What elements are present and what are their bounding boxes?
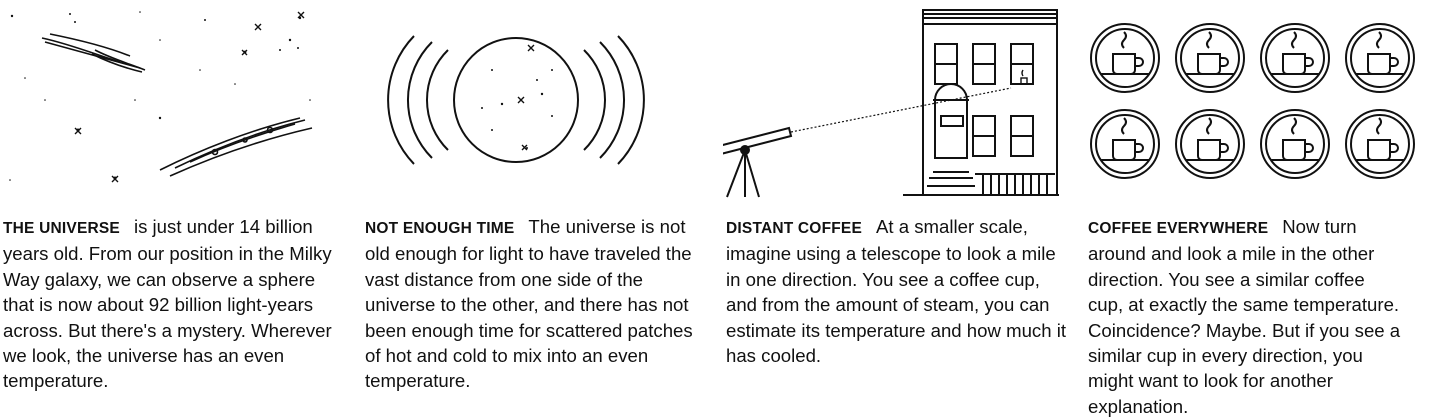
coffee-cup-icon xyxy=(1345,109,1415,179)
caption-heading: COFFEE EVERYWHERE xyxy=(1088,220,1269,237)
radiation-arcs-right xyxy=(583,35,645,165)
panel-distant-coffee: DISTANT COFFEE At a smaller scale, imagin… xyxy=(723,0,1075,420)
caption-body-line: cup, at exactly the same temperature. xyxy=(1088,294,1400,316)
caption-line-1: COFFEE EVERYWHERE Now turn xyxy=(1088,214,1433,241)
coffee-cup-icon xyxy=(1345,23,1415,93)
observable-universe-circle xyxy=(453,37,579,163)
galaxy-lower xyxy=(159,117,313,177)
sphere-cross-stars xyxy=(517,44,535,151)
panel-coffee-everywhere: COFFEE EVERYWHERE Now turn around and loo… xyxy=(1085,0,1442,420)
sphere-stars xyxy=(481,69,553,149)
caption-body-line: explanation. xyxy=(1088,395,1189,417)
panel-caption: NOT ENOUGH TIME The universe is not old e… xyxy=(365,214,707,394)
panel-not-enough-time: NOT ENOUGH TIME The universe is not old e… xyxy=(362,0,714,420)
coffee-cup-icon xyxy=(1090,23,1160,93)
caption-body: The universe is not old enough for light… xyxy=(365,216,693,392)
caption-body-line: might want to look for another xyxy=(1088,370,1333,392)
panel-the-universe: THE UNIVERSE is just under 14 billion yea… xyxy=(0,0,352,420)
caption-heading: THE UNIVERSE xyxy=(3,220,120,237)
windowsill-cup-icon xyxy=(1020,69,1028,85)
galaxies-illustration xyxy=(9,11,313,183)
coffee-grid-illustration xyxy=(1090,23,1415,179)
telescope-building-illustration xyxy=(723,9,1059,198)
coffee-cup-icon xyxy=(1260,109,1330,179)
coffee-cup-icon xyxy=(1260,23,1330,93)
galaxy-upper xyxy=(41,33,146,73)
panel-caption: DISTANT COFFEE At a smaller scale, imagin… xyxy=(726,214,1068,368)
caption-body: is just under 14 billion years old. From… xyxy=(3,216,332,392)
caption-body-line: Coincidence? Maybe. But if you see a xyxy=(1088,319,1401,341)
caption-body-line: direction. You see a similar coffee xyxy=(1088,268,1365,290)
coffee-cup-icon xyxy=(1175,23,1245,93)
caption-body-line: around and look a mile in the other xyxy=(1088,243,1375,265)
panel-caption: COFFEE EVERYWHERE Now turn around and loo… xyxy=(1088,214,1433,419)
cross-stars xyxy=(74,11,305,183)
caption-heading: NOT ENOUGH TIME xyxy=(365,220,515,237)
coffee-cup-icon xyxy=(1090,109,1160,179)
caption-heading: DISTANT COFFEE xyxy=(726,220,862,237)
coffee-cup-icon xyxy=(1175,109,1245,179)
sphere-illustration xyxy=(387,35,645,165)
building-icon xyxy=(903,9,1059,196)
line-of-sight xyxy=(790,87,1012,133)
caption-body-line: Now turn xyxy=(1282,216,1357,237)
stars xyxy=(9,11,311,181)
radiation-arcs-left xyxy=(387,35,449,165)
panel-caption: THE UNIVERSE is just under 14 billion yea… xyxy=(3,214,345,394)
caption-body-line: similar cup in every direction, you xyxy=(1088,345,1363,367)
caption-body: At a smaller scale, imagine using a tele… xyxy=(726,216,1067,367)
telescope-icon xyxy=(723,126,793,198)
